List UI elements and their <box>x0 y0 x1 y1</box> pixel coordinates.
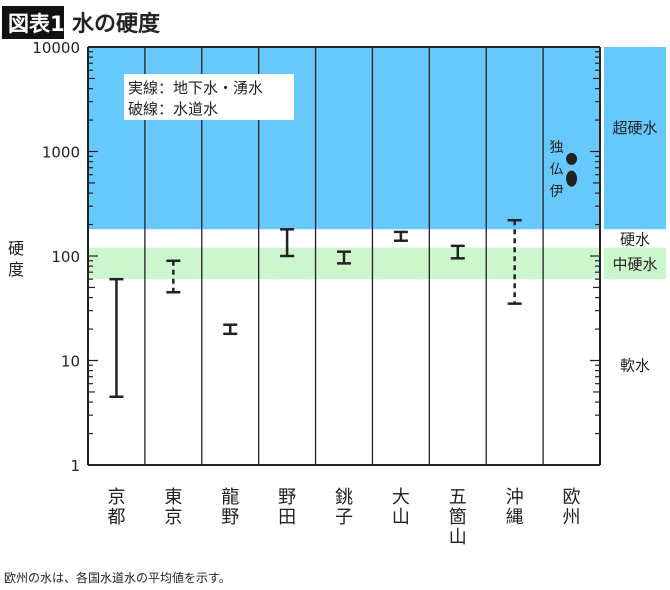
band-label: 軟水 <box>620 357 650 375</box>
y-tick-label: 10000 <box>32 39 80 57</box>
x-tick-label: 大 <box>392 487 410 508</box>
x-tick-label: 都 <box>107 507 125 528</box>
x-tick-label: 山 <box>392 507 410 528</box>
x-tick-label: 龍 <box>221 487 239 508</box>
band-label: 硬水 <box>620 231 650 249</box>
x-tick-label: 箇 <box>449 507 467 528</box>
x-tick-label: 田 <box>278 507 296 528</box>
point-label: 仏 <box>550 162 564 178</box>
x-tick-label: 縄 <box>506 507 524 528</box>
point-label: 伊 <box>550 184 564 200</box>
y-axis-label-2: 度 <box>8 260 24 279</box>
data-point <box>566 170 578 187</box>
point-label: 独 <box>550 140 564 156</box>
band-key-2 <box>604 247 666 280</box>
x-tick-label: 五 <box>449 487 467 508</box>
band-1 <box>88 229 600 248</box>
band-label: 超硬水 <box>612 119 657 137</box>
x-tick-label: 京 <box>164 507 182 528</box>
x-tick-label: 山 <box>449 527 467 548</box>
footnote: 欧州の水は、各国水道水の平均値を示す。 <box>4 570 231 585</box>
y-tick-label: 100 <box>51 248 80 266</box>
legend-solid: 実線：地下水・湧水 <box>128 79 263 97</box>
y-tick-label: 1 <box>70 457 80 475</box>
x-tick-label: 沖 <box>506 487 524 508</box>
y-tick-label: 1000 <box>42 144 80 162</box>
x-tick-label: 野 <box>278 487 296 508</box>
x-tick-label: 野 <box>221 507 239 528</box>
x-tick-label: 欧 <box>563 487 581 508</box>
x-tick-label: 東 <box>164 487 182 508</box>
band-3 <box>88 279 600 465</box>
y-axis-label-1: 硬 <box>8 239 24 258</box>
x-tick-label: 州 <box>563 507 581 528</box>
y-tick-label: 10 <box>61 353 80 371</box>
band-label: 中硬水 <box>612 255 657 273</box>
band-key-1 <box>604 229 666 248</box>
legend: 実線：地下水・湧水 破線：水道水 <box>124 74 294 120</box>
x-tick-label: 銚 <box>335 487 353 508</box>
chart-title: 水の硬度 <box>72 11 161 37</box>
data-point <box>566 152 578 165</box>
x-tick-label: 京 <box>107 487 125 508</box>
legend-dashed: 破線：水道水 <box>128 100 218 118</box>
band-key-0 <box>604 47 666 230</box>
title-badge-box <box>2 6 64 39</box>
title-badge: 図表1 <box>8 12 65 36</box>
band-key-3 <box>604 279 666 465</box>
x-tick-label: 子 <box>335 507 353 528</box>
